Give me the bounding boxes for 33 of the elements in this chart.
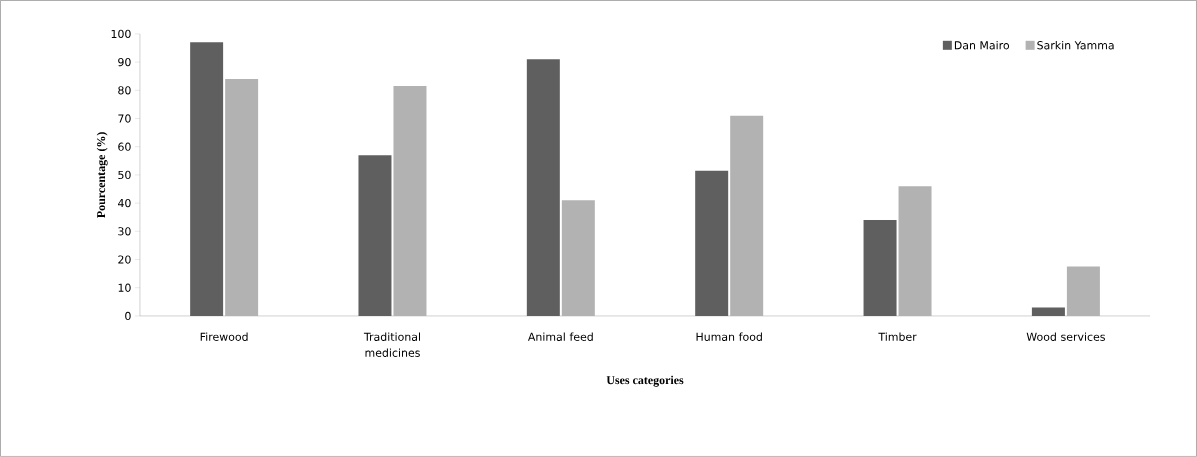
bar [225, 79, 259, 316]
bar [190, 42, 224, 316]
y-tick-label: 30 [118, 227, 131, 236]
bar [695, 170, 729, 316]
bar [526, 59, 560, 316]
bar [1066, 266, 1100, 316]
x-tick-label: Human food [696, 332, 762, 342]
y-tick-label: 20 [118, 255, 131, 264]
y-tick-label: 90 [118, 58, 131, 67]
x-tick-label: Wood services [1026, 332, 1105, 342]
bar [561, 200, 595, 316]
bar [393, 86, 427, 316]
y-tick-label: 40 [118, 199, 131, 208]
y-tick-label: 70 [118, 114, 131, 123]
bar [898, 186, 932, 316]
bar [730, 115, 764, 316]
bar [358, 155, 392, 316]
x-tick-label: Timber [878, 332, 917, 342]
bar [1031, 307, 1065, 316]
x-tick-label: Firewood [200, 332, 248, 342]
x-tick-label: Animal feed [527, 332, 593, 342]
legend-label: Dan Mairo [954, 40, 1010, 50]
x-tick-label: Traditional medicines [363, 332, 420, 357]
y-tick-label: 10 [118, 283, 131, 292]
y-tick-label: 50 [118, 170, 131, 180]
y-axis-title: Pourcentage (%) [96, 132, 108, 218]
x-axis-title: Uses categories [606, 375, 684, 387]
bar [863, 220, 897, 316]
y-tick-label: 0 [125, 311, 131, 321]
y-tick-label: 80 [118, 86, 131, 95]
legend-label: Sarkin Yamma [1037, 40, 1114, 50]
y-tick-label: 60 [118, 142, 131, 151]
y-tick-label: 100 [111, 29, 131, 39]
